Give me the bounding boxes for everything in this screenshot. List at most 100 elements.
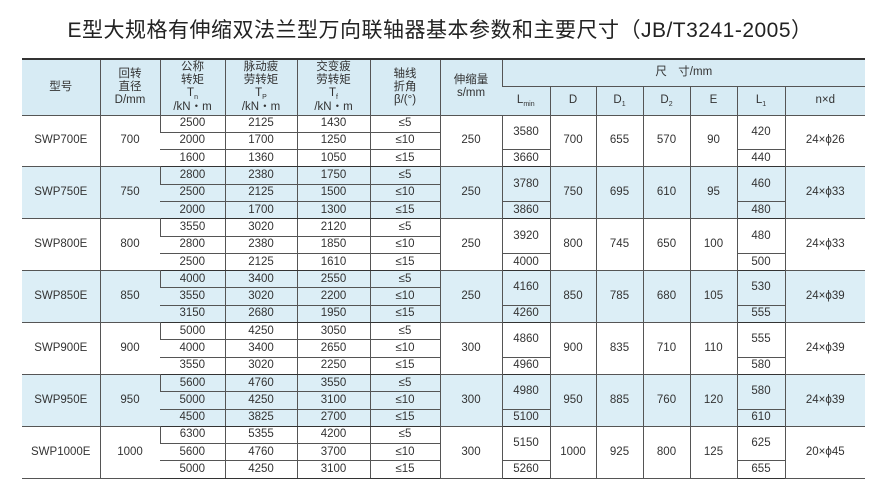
cell-pulsating-torque: 2380: [224, 236, 297, 254]
cell-d2: 710: [642, 322, 690, 375]
header-stroke: 伸缩量 s/mm: [439, 58, 502, 116]
cell-alternating-torque: 2550: [296, 270, 370, 289]
cell-nominal-torque: 3550: [160, 357, 225, 375]
cell-nxd: 24×ϕ39: [784, 322, 865, 375]
cell-d1: 745: [595, 218, 643, 272]
cell-axis-angle: ≤5: [369, 270, 440, 289]
cell-nxd: 24×ϕ33: [784, 218, 865, 272]
cell-model: SWP950E: [22, 374, 100, 427]
header-alternating-torque: 交变疲 劳转矩 Tf/kN・m: [296, 58, 370, 116]
header-nxd: n×d: [784, 86, 865, 116]
cell-lmin: 5260: [501, 460, 550, 479]
cell-d: 750: [549, 166, 596, 220]
header-e: E: [689, 86, 737, 116]
cell-d2: 760: [642, 374, 690, 427]
cell-d1: 695: [595, 166, 643, 220]
cell-alternating-torque: 2700: [296, 409, 370, 427]
cell-alternating-torque: 3550: [296, 374, 370, 393]
cell-pulsating-torque: 2125: [224, 253, 297, 272]
cell-alternating-torque: 3100: [296, 460, 370, 479]
cell-axis-angle: ≤10: [369, 287, 440, 306]
cell-lmin: 4860: [501, 322, 550, 358]
cell-l1: 555: [736, 305, 785, 324]
cell-model: SWP900E: [22, 322, 100, 375]
cell-alternating-torque: 1950: [296, 305, 370, 324]
cell-alternating-torque: 2200: [296, 287, 370, 306]
table-row: 2000 1700 1300 ≤15 3860 480: [22, 201, 865, 220]
cell-d1: 885: [595, 374, 643, 427]
cell-nominal-torque: 4500: [160, 409, 225, 427]
cell-rotation-diameter: 800: [99, 218, 160, 272]
header-l1: L1: [736, 86, 785, 116]
cell-axis-angle: ≤15: [369, 201, 440, 220]
table-row: 5000 4250 3100 ≤10: [22, 391, 865, 410]
cell-nominal-torque: 2500: [159, 115, 225, 133]
cell-e: 125: [689, 426, 737, 479]
cell-axis-angle: ≤5: [369, 374, 440, 393]
header-d1: D1: [595, 86, 643, 116]
cell-model: SWP800E: [22, 218, 100, 272]
cell-lmin: 3860: [501, 201, 550, 220]
cell-pulsating-torque: 1360: [224, 149, 297, 168]
table-row: 3150 2680 1950 ≤15 4260 555: [22, 305, 865, 324]
cell-nominal-torque: 1600: [160, 149, 225, 168]
cell-nominal-torque: 2800: [160, 236, 225, 254]
cell-nominal-torque: 5600: [159, 374, 225, 393]
cell-lmin: 3780: [501, 166, 550, 202]
cell-nominal-torque: 2800: [159, 166, 225, 185]
cell-d1: 785: [595, 270, 643, 324]
table-row: 2500 2125 1500 ≤10: [22, 184, 865, 202]
cell-nxd: 24×ϕ33: [784, 166, 865, 220]
cell-model: SWP850E: [22, 270, 100, 324]
cell-nxd: 24×ϕ39: [784, 270, 865, 324]
cell-axis-angle: ≤15: [369, 409, 440, 427]
cell-l1: 440: [736, 149, 785, 168]
cell-stroke: 300: [439, 426, 502, 479]
cell-axis-angle: ≤10: [369, 391, 440, 410]
cell-d: 800: [549, 218, 596, 272]
cell-nominal-torque: 2000: [160, 201, 225, 220]
cell-lmin: 3660: [501, 149, 550, 168]
cell-e: 95: [689, 166, 737, 220]
cell-d2: 800: [642, 426, 690, 479]
cell-d2: 610: [642, 166, 690, 220]
cell-nominal-torque: 2000: [160, 132, 225, 151]
cell-e: 120: [689, 374, 737, 427]
table-row: 1600 1360 1050 ≤15 3660 440: [22, 149, 865, 168]
header-axis-angle: 轴线 折角 β/(°): [369, 58, 440, 116]
cell-d2: 570: [642, 115, 690, 168]
table-row: 2000 1700 1250 ≤10: [22, 132, 865, 151]
cell-lmin: 5150: [501, 426, 550, 462]
cell-alternating-torque: 4200: [296, 426, 370, 445]
table-row: 3550 3020 2250 ≤15 4960 580: [22, 357, 865, 375]
cell-l1: 480: [736, 218, 785, 254]
cell-pulsating-torque: 3825: [224, 409, 297, 427]
cell-pulsating-torque: 3400: [224, 270, 297, 289]
cell-axis-angle: ≤15: [369, 305, 440, 324]
parameter-table: 型号 回转 直径 D/mm 公称 转矩 Tn/kN・m 脉动疲 劳转矩 TP/kN・m 交变…: [22, 58, 865, 479]
cell-nominal-torque: 6300: [159, 426, 225, 445]
cell-alternating-torque: 3100: [296, 391, 370, 410]
cell-alternating-torque: 1430: [296, 115, 370, 133]
cell-alternating-torque: 1050: [296, 149, 370, 168]
cell-l1: 655: [736, 460, 785, 479]
cell-nominal-torque: 2500: [160, 184, 225, 202]
cell-pulsating-torque: 2680: [224, 305, 297, 324]
cell-nominal-torque: 3550: [159, 218, 225, 237]
cell-model: SWP750E: [22, 166, 100, 220]
table-row: SWP700E 700 2500 2125 1430 ≤5 250 3580 700 655 570…: [22, 115, 865, 168]
cell-lmin: 3580: [501, 115, 550, 151]
cell-nominal-torque: 5000: [160, 391, 225, 410]
cell-nominal-torque: 4000: [159, 270, 225, 289]
cell-axis-angle: ≤15: [369, 253, 440, 272]
header-lmin: Lmin: [502, 86, 550, 116]
table-row: SWP750E 750 2800 2380 1750 ≤5 250 3780 750 695 610…: [22, 166, 865, 220]
header-model: 型号: [22, 58, 100, 116]
cell-alternating-torque: 1850: [296, 236, 370, 254]
cell-e: 105: [689, 270, 737, 324]
cell-nxd: 24×ϕ39: [784, 374, 865, 427]
cell-axis-angle: ≤10: [369, 236, 440, 254]
cell-l1: 500: [736, 253, 785, 272]
cell-pulsating-torque: 3020: [224, 357, 297, 375]
cell-d1: 925: [595, 426, 643, 479]
